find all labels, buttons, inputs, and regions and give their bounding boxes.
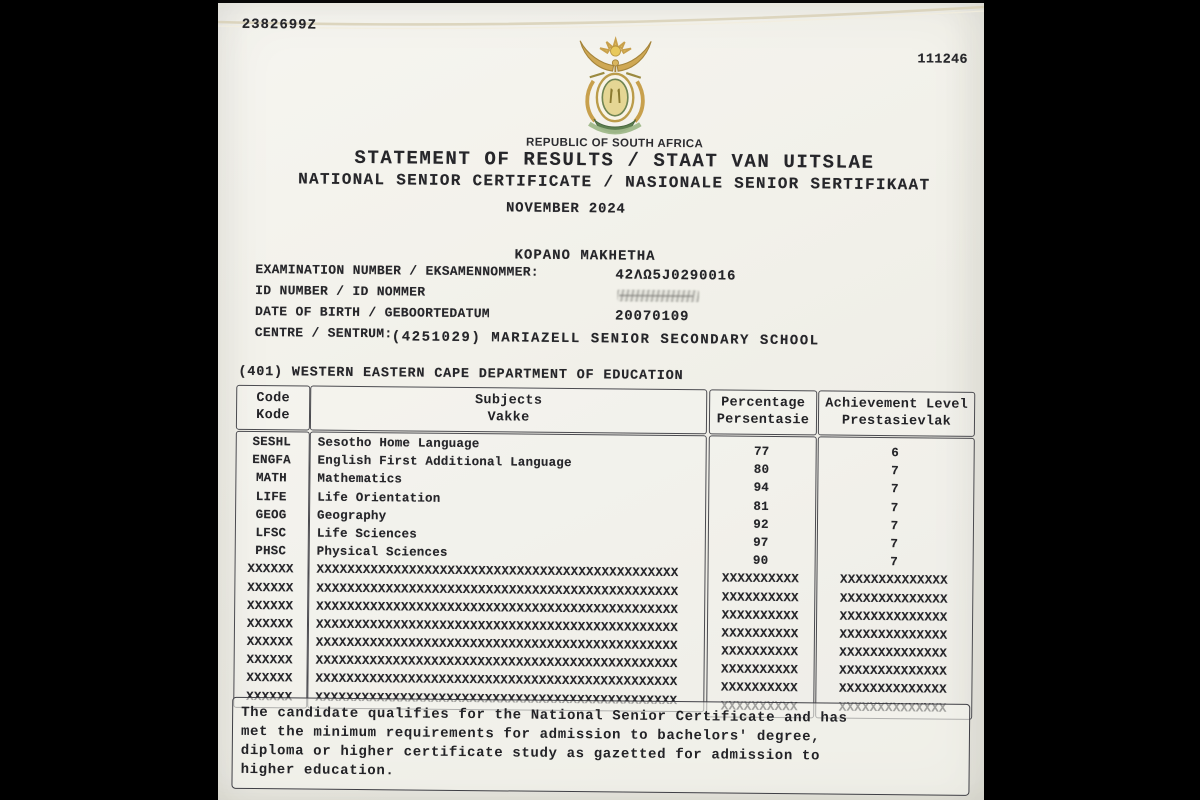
subject-code-cell: LIFE [255,489,287,504]
subject-code-cell: ENGFA [252,453,291,468]
field-label-exam-number: EXAMINATION NUMBER / EKSAMENNOMMER: [255,261,540,280]
subject-code-cell: PHSC [255,544,287,559]
subject-name-cell: Mathematics [317,471,403,487]
column-header-code: Code Kode [235,384,311,431]
field-label-centre: CENTRE / SENTRUM: [254,324,393,342]
redacted-id-smudge [617,289,700,303]
subject-code-cell: XXXXXX [247,580,294,595]
subject-name-cell: English First Additional Language [317,453,572,471]
date-of-birth-value: 20070109 [614,308,690,326]
table-data-rows: SESHL Sesotho Home Language 77 6 ENGFA E… [233,433,974,716]
results-table: Code Kode Subjects Vakke Percentage Pers… [233,384,976,722]
subject-name-cell: Geography [316,508,387,524]
subject-name-cell: Life Sciences [316,526,418,542]
scanned-document-page: 2382699Z 111246 REPUBLI [218,0,984,800]
serial-number-top-left: 2382699Z [241,16,318,34]
subject-code-cell: XXXXXX [246,671,293,686]
subject-code-cell: XXXXXX [246,634,294,650]
subject-code-cell: GEOG [255,507,287,523]
subject-code-cell: XXXXXX [247,562,294,577]
exam-session: NOVEMBER 2024 [505,200,626,218]
subject-code-cell: LFSC [255,525,287,541]
column-header-subjects: Subjects Vakke [309,385,708,435]
subject-name-cell: Life Orientation [317,490,441,506]
subject-name-cell: Physical Sciences [316,544,448,560]
subject-code-cell: MATH [255,471,287,486]
subject-code-cell: XXXXXX [247,598,294,614]
field-label-date-of-birth: DATE OF BIRTH / GEBOORTEDATUM [254,303,491,322]
south-africa-coat-of-arms-icon [579,36,652,135]
candidate-name: KOPANO MAKHETHA [514,247,656,265]
subject-code-cell: XXXXXX [246,616,294,632]
field-label-id-number: ID NUMBER / ID NOMMER [255,282,426,300]
subject-name-cell: Sesotho Home Language [317,435,480,452]
subject-code-cell: XXXXXX [246,653,293,668]
exam-number-value: 42ΛΩ5J0290016 [615,267,737,285]
department-line: (401) WESTERN EASTERN CAPE DEPARTMENT OF… [238,364,684,385]
column-header-percentage: Percentage Persentasie [708,389,818,436]
subject-code-cell: SESHL [252,434,292,450]
statement-box: The candidate qualifies for the National… [231,696,971,796]
serial-number-top-right: 111246 [917,52,968,68]
centre-value: (4251029) MARIAZELL SENIOR SECONDARY SCH… [391,329,820,350]
column-header-achievement: Achievement Level Prestasievlak [817,390,976,437]
